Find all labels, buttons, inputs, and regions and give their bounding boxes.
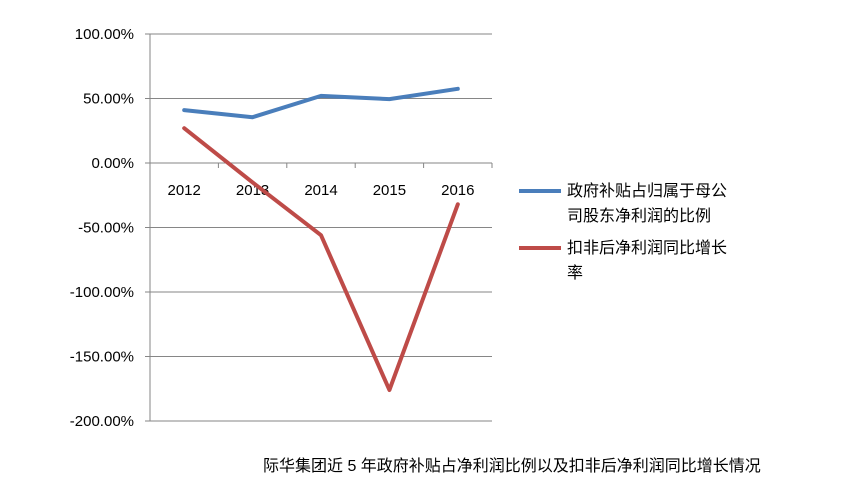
y-tick-label: -50.00% — [78, 220, 134, 237]
y-tick-label: -200.00% — [70, 413, 134, 430]
legend-label: 政府补贴占归属于母公 — [567, 182, 727, 200]
y-axis: 100.00% 50.00% 0.00% -50.00% -100.00% -150.00… — [70, 26, 151, 430]
x-tick-label: 2012 — [168, 182, 201, 199]
gridlines — [150, 33, 492, 422]
y-tick-label: 50.00% — [83, 91, 134, 108]
x-axis: 2012 2013 2014 2015 2016 — [149, 163, 493, 199]
legend-label: 率 — [567, 264, 583, 282]
legend-label: 司股东净利润的比例 — [567, 207, 711, 225]
series-lines — [182, 86, 460, 392]
x-tick-label: 2014 — [304, 182, 337, 199]
y-tick-label: 0.00% — [91, 155, 134, 172]
x-tick-label: 2013 — [236, 182, 269, 199]
legend-label: 扣非后净利润同比增长 — [567, 239, 727, 257]
y-tick-label: -100.00% — [70, 284, 134, 301]
series-line-1 — [182, 86, 460, 120]
series-line-2 — [182, 126, 460, 392]
y-tick-label: 100.00% — [75, 26, 134, 43]
chart-caption: 际华集团近 5 年政府补贴占净利润比例以及扣非后净利润同比增长情况 — [263, 458, 761, 475]
y-tick-label: -150.00% — [70, 349, 134, 366]
x-tick-label: 2016 — [441, 182, 474, 199]
x-tick-label: 2015 — [373, 182, 406, 199]
